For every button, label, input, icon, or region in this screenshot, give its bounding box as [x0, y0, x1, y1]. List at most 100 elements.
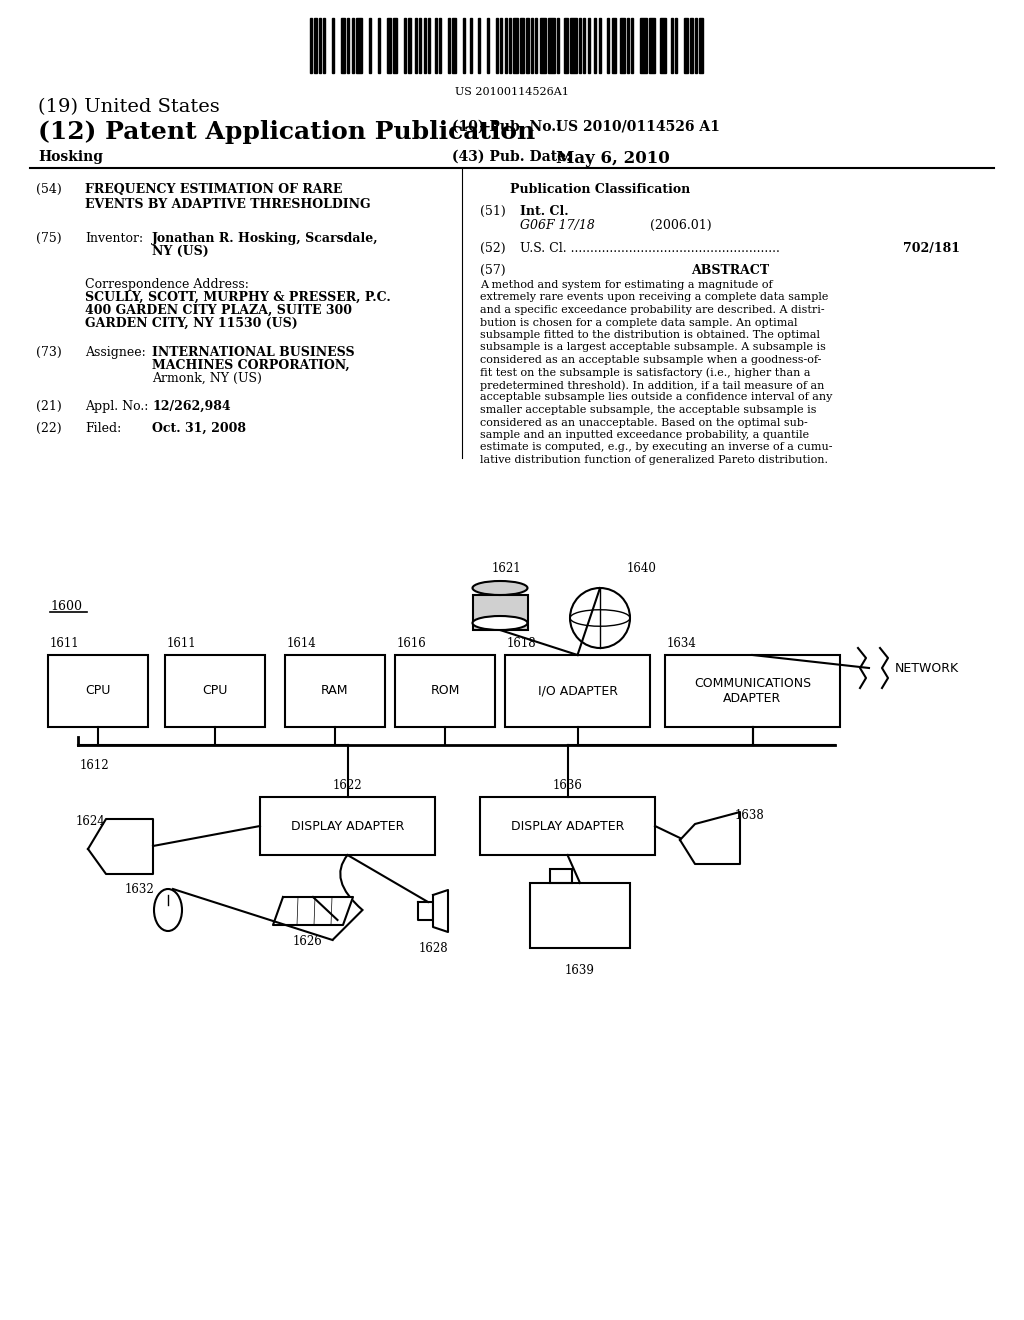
Text: MACHINES CORPORATION,: MACHINES CORPORATION,: [152, 359, 350, 372]
Bar: [570, 18, 577, 73]
Bar: [260, 797, 435, 855]
Bar: [48, 655, 148, 727]
Bar: [351, 18, 353, 73]
Bar: [509, 18, 511, 73]
Bar: [395, 655, 495, 727]
Text: fit test on the subsample is satisfactory (i.e., higher than a: fit test on the subsample is satisfactor…: [480, 367, 811, 378]
Text: Hosking: Hosking: [38, 150, 103, 164]
Text: 12/262,984: 12/262,984: [152, 400, 230, 413]
Text: 1628: 1628: [418, 942, 447, 954]
Bar: [500, 18, 503, 73]
Text: considered as an unacceptable. Based on the optimal sub-: considered as an unacceptable. Based on …: [480, 417, 808, 428]
Text: I/O ADAPTER: I/O ADAPTER: [538, 685, 617, 697]
Bar: [478, 18, 480, 73]
Bar: [314, 18, 316, 73]
Bar: [550, 869, 572, 883]
Text: NETWORK: NETWORK: [895, 663, 959, 675]
Text: 1600: 1600: [50, 601, 82, 612]
Bar: [621, 18, 625, 73]
Bar: [463, 18, 465, 73]
Polygon shape: [680, 812, 740, 865]
Bar: [318, 18, 321, 73]
Bar: [480, 797, 655, 855]
Text: US 2010/0114526 A1: US 2010/0114526 A1: [556, 120, 720, 135]
Bar: [690, 18, 692, 73]
Text: (22): (22): [36, 422, 61, 436]
Bar: [659, 18, 667, 73]
Text: subsample is a largest acceptable subsample. A subsample is: subsample is a largest acceptable subsam…: [480, 342, 826, 352]
Bar: [649, 18, 655, 73]
Text: FREQUENCY ESTIMATION OF RARE
EVENTS BY ADAPTIVE THRESHOLDING: FREQUENCY ESTIMATION OF RARE EVENTS BY A…: [85, 183, 371, 211]
Text: DISPLAY ADAPTER: DISPLAY ADAPTER: [291, 820, 404, 833]
Text: INTERNATIONAL BUSINESS: INTERNATIONAL BUSINESS: [152, 346, 354, 359]
Text: May 6, 2010: May 6, 2010: [556, 150, 670, 168]
Bar: [404, 18, 407, 73]
Text: Armonk, NY (US): Armonk, NY (US): [152, 372, 262, 385]
Text: CPU: CPU: [85, 685, 111, 697]
Bar: [393, 18, 397, 73]
Bar: [520, 18, 524, 73]
Text: acceptable subsample lies outside a confidence interval of any: acceptable subsample lies outside a conf…: [480, 392, 833, 403]
Bar: [640, 18, 646, 73]
Text: smaller acceptable subsample, the acceptable subsample is: smaller acceptable subsample, the accept…: [480, 405, 816, 414]
Text: COMMUNICATIONS
ADAPTER: COMMUNICATIONS ADAPTER: [694, 677, 811, 705]
Bar: [530, 883, 630, 948]
Bar: [632, 18, 634, 73]
Text: US 20100114526A1: US 20100114526A1: [455, 87, 569, 96]
Text: (10) Pub. No.:: (10) Pub. No.:: [452, 120, 561, 135]
Text: 1626: 1626: [293, 935, 323, 948]
Bar: [611, 18, 616, 73]
Bar: [598, 18, 601, 73]
Text: (19) United States: (19) United States: [38, 98, 220, 116]
Text: Publication Classification: Publication Classification: [510, 183, 690, 195]
Bar: [665, 655, 840, 727]
Text: DISPLAY ADAPTER: DISPLAY ADAPTER: [511, 820, 625, 833]
Text: 1640: 1640: [627, 562, 656, 576]
Bar: [409, 18, 411, 73]
Text: predetermined threshold). In addition, if a tail measure of an: predetermined threshold). In addition, i…: [480, 380, 824, 391]
Bar: [505, 655, 650, 727]
Bar: [588, 18, 590, 73]
Text: ROM: ROM: [430, 685, 460, 697]
Ellipse shape: [472, 616, 527, 630]
Text: 1639: 1639: [565, 964, 595, 977]
Text: subsample fitted to the distribution is obtained. The optimal: subsample fitted to the distribution is …: [480, 330, 820, 341]
Bar: [548, 18, 555, 73]
Bar: [369, 18, 372, 73]
Ellipse shape: [472, 581, 527, 595]
Bar: [324, 18, 326, 73]
Text: A method and system for estimating a magnitude of: A method and system for estimating a mag…: [480, 280, 773, 290]
Text: Inventor:: Inventor:: [85, 232, 143, 246]
Text: Oct. 31, 2008: Oct. 31, 2008: [152, 422, 246, 436]
Text: sample and an inputted exceedance probability, a quantile: sample and an inputted exceedance probab…: [480, 430, 809, 440]
Text: U.S. Cl. ......................................................: U.S. Cl. ...............................…: [520, 242, 780, 255]
Bar: [472, 595, 527, 630]
Text: (21): (21): [36, 400, 61, 413]
Bar: [684, 18, 688, 73]
Text: Correspondence Address:: Correspondence Address:: [85, 279, 249, 290]
Bar: [694, 18, 697, 73]
Text: 1636: 1636: [553, 779, 583, 792]
Text: CPU: CPU: [203, 685, 227, 697]
Bar: [671, 18, 673, 73]
Bar: [419, 18, 422, 73]
Bar: [424, 18, 426, 73]
Bar: [530, 18, 532, 73]
Bar: [496, 18, 498, 73]
Bar: [540, 18, 546, 73]
Bar: [378, 18, 380, 73]
Bar: [452, 18, 457, 73]
Text: considered as an acceptable subsample when a goodness-of-: considered as an acceptable subsample wh…: [480, 355, 821, 366]
Bar: [415, 18, 417, 73]
Text: 1611: 1611: [50, 638, 80, 649]
Bar: [439, 18, 441, 73]
Text: lative distribution function of generalized Pareto distribution.: lative distribution function of generali…: [480, 455, 828, 465]
Bar: [526, 18, 528, 73]
Bar: [447, 18, 450, 73]
Bar: [356, 18, 362, 73]
Text: 1638: 1638: [735, 809, 765, 822]
Text: 1614: 1614: [287, 638, 316, 649]
Bar: [584, 18, 586, 73]
Bar: [675, 18, 677, 73]
Bar: [513, 18, 518, 73]
